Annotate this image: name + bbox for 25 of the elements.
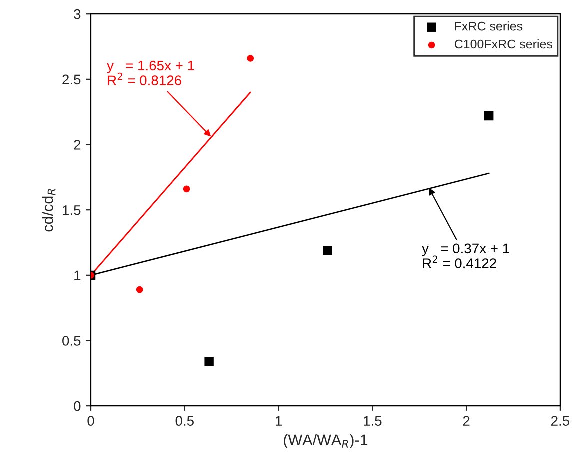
x-tick-label: 0.5: [176, 416, 194, 426]
annotation: y = 0.37x + 1 R$^{2}$ = 0.4122: [422, 244, 510, 268]
x-tick-label: 2: [463, 416, 470, 426]
y-tick-label: 3: [74, 9, 81, 20]
x-axis-title: (WA/WA$_{R}$)-1: [284, 434, 368, 449]
x-tick-label: 1.5: [364, 416, 382, 426]
y-axis-title: cd/cd$_{R}$: [42, 189, 56, 232]
legend-label: FxRC series: [455, 22, 523, 31]
legend-label: C100FxRC series: [454, 40, 552, 49]
x-tick-label: 0: [88, 416, 94, 426]
point: [183, 186, 190, 193]
y-tick-label: 1.5: [63, 206, 81, 216]
point: [484, 111, 494, 121]
y-tick-label: 1: [74, 270, 81, 280]
annotation: y = 1.65x + 1 R$^{2}$ = 0.8126: [107, 60, 194, 86]
y-tick-label: 0: [74, 401, 81, 412]
point: [247, 55, 254, 62]
y-tick-label: 2.5: [62, 74, 81, 85]
x-tick-label: 2.5: [551, 416, 570, 426]
point: [204, 357, 214, 366]
y-tick-label: 2: [74, 140, 81, 150]
y-tick-label: 0.5: [62, 336, 81, 346]
point: [323, 246, 332, 256]
point: [136, 286, 144, 294]
x-tick-label: 1: [276, 416, 282, 426]
